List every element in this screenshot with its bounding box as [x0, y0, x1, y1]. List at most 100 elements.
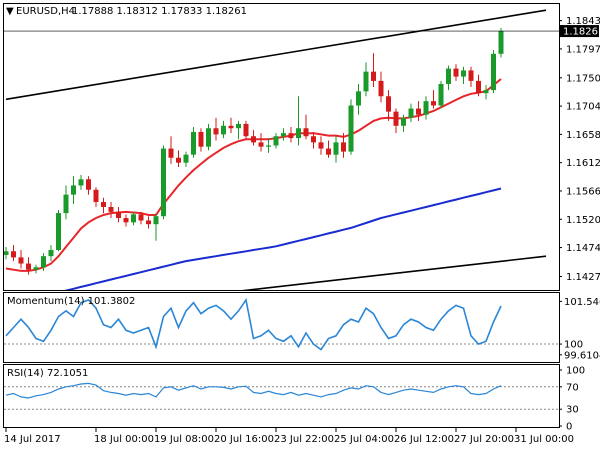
- candle: [296, 96, 301, 146]
- candle: [228, 117, 234, 134]
- candle: [4, 246, 9, 260]
- rsi-line: [5, 382, 502, 399]
- candle: [401, 114, 406, 132]
- candle: [371, 53, 376, 88]
- x-tick-label: 14 Jul 2017: [4, 434, 61, 445]
- candle: [438, 80, 444, 109]
- candle: [461, 66, 466, 84]
- candle: [348, 99, 354, 155]
- rsi-y-tick-label: 100: [566, 366, 585, 377]
- x-tick-label: 31 Jul 00:00: [514, 434, 574, 445]
- candle: [288, 127, 294, 143]
- candle: [431, 90, 436, 109]
- candle: [41, 253, 46, 271]
- x-tick-label: 26 Jul 12:00: [394, 434, 454, 445]
- candle: [63, 185, 69, 220]
- candle: [131, 211, 136, 226]
- rsi-y-tick-label: 0: [566, 422, 572, 433]
- momentum-plot: [4, 297, 559, 351]
- trend-line-upper: [5, 9, 547, 101]
- candle: [318, 136, 324, 155]
- candle: [453, 64, 459, 81]
- y-tick-label: 1.18430: [566, 16, 600, 27]
- axes: 1.18430 1.17970 1.17500 1.17040 1.16580 1.161…: [4, 16, 600, 445]
- trend-line-lower: [241, 255, 547, 290]
- x-tick-label: 18 Jul 00:00: [94, 434, 154, 445]
- candle: [26, 257, 31, 275]
- candle: [86, 176, 91, 195]
- current-price-label: 1.18261: [563, 27, 600, 38]
- candle: [206, 123, 211, 151]
- candle: [363, 62, 369, 97]
- x-tick-label: 27 Jul 20:00: [454, 434, 514, 445]
- symbol-dropdown-arrow[interactable]: ▼: [6, 6, 14, 17]
- candle: [303, 114, 309, 140]
- rsi-title: RSI(14) 72.1051: [7, 368, 88, 379]
- candle: [416, 101, 421, 121]
- candle: [48, 245, 54, 262]
- rsi-y-tick-label: 70: [566, 382, 579, 393]
- candle: [311, 131, 316, 149]
- momentum-y-tick-label: 99.6104: [564, 350, 600, 361]
- y-tick-label: 1.14270: [566, 272, 600, 283]
- candle: [378, 71, 384, 103]
- x-tick-label: 23 Jul 22:00: [274, 434, 334, 445]
- main-panel-frame: [3, 3, 560, 291]
- candle: [273, 133, 279, 149]
- y-tick-label: 1.15200: [566, 215, 600, 226]
- candle: [386, 90, 391, 121]
- moving-average-slow: [64, 187, 502, 290]
- candle: [153, 213, 159, 241]
- candle: [93, 187, 99, 207]
- candle: [146, 216, 151, 229]
- current-price-marker: [560, 25, 599, 38]
- candle: [101, 197, 106, 214]
- candle: [281, 128, 286, 141]
- candle: [176, 150, 181, 167]
- x-tick-label: 25 Jul 04:00: [334, 434, 394, 445]
- candle: [18, 250, 24, 269]
- candle: [258, 133, 264, 152]
- candle: [251, 130, 256, 146]
- candle: [333, 136, 339, 163]
- momentum-panel-frame: [3, 292, 560, 363]
- candle: [123, 214, 129, 227]
- candle: [213, 117, 219, 141]
- candle: [476, 74, 481, 97]
- y-tick-label: 1.15660: [566, 186, 600, 197]
- symbol-label: EURUSD,H4: [16, 6, 75, 17]
- momentum-y-tick-label: 100: [564, 340, 583, 351]
- candle: [78, 174, 84, 190]
- y-tick-label: 1.17500: [566, 73, 600, 84]
- candle: [341, 133, 346, 158]
- candle: [408, 103, 414, 123]
- y-tick-label: 1.17040: [566, 102, 600, 113]
- momentum-title: Momentum(14) 101.3802: [7, 296, 135, 307]
- candle: [108, 202, 114, 219]
- candle: [168, 136, 174, 164]
- candle: [483, 85, 489, 100]
- rsi-plot: [4, 382, 559, 410]
- rsi-y-tick-label: 30: [566, 405, 579, 416]
- candle: [56, 210, 61, 252]
- y-tick-label: 1.16120: [566, 158, 600, 169]
- y-tick-label: 1.16580: [566, 130, 600, 141]
- y-tick-label: 1.14740: [566, 243, 600, 254]
- candle: [198, 128, 204, 152]
- ohlc-values: 1.17888 1.18312 1.17833 1.18261: [72, 6, 247, 17]
- candle: [393, 108, 399, 134]
- candle: [221, 120, 226, 139]
- candle: [468, 66, 474, 88]
- candle: [446, 65, 451, 91]
- candle: [161, 145, 166, 220]
- candle: [71, 176, 76, 204]
- candle: [11, 245, 16, 262]
- candle: [183, 151, 189, 167]
- candle: [116, 206, 121, 223]
- candle: [326, 140, 331, 158]
- candle: [236, 120, 241, 140]
- candle: [423, 96, 429, 120]
- candle: [243, 120, 249, 140]
